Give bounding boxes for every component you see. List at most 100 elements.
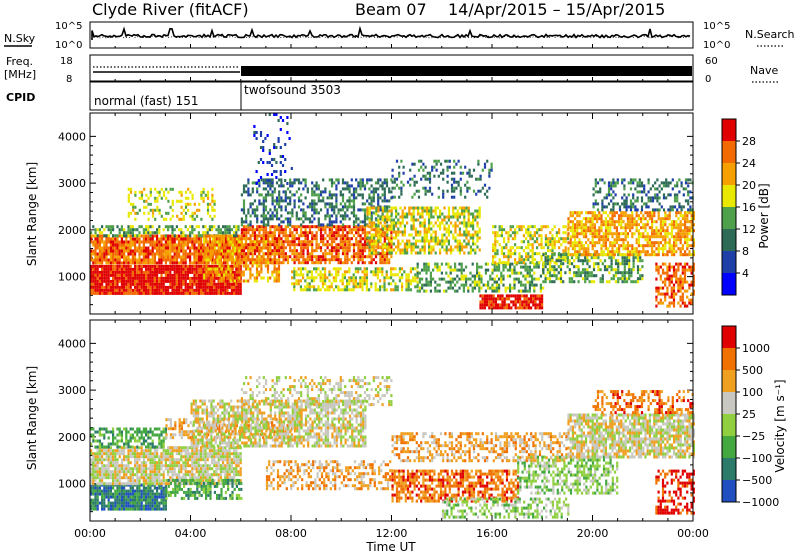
- power-cell: [442, 171, 445, 175]
- power-cell: [149, 273, 152, 277]
- power-cell: [230, 261, 233, 265]
- power-cell: [408, 242, 411, 246]
- power-cell: [501, 294, 504, 298]
- power-cell: [257, 179, 260, 182]
- power-cell: [142, 261, 145, 265]
- power-cell: [400, 189, 403, 193]
- power-cell: [388, 205, 391, 209]
- power-cell: [324, 258, 327, 262]
- power-cell: [504, 265, 507, 269]
- power-cell: [590, 256, 593, 260]
- power-cell: [363, 267, 366, 271]
- power-cell: [352, 211, 356, 215]
- power-cell: [149, 243, 152, 247]
- power-cell: [559, 268, 563, 272]
- power-cell: [269, 249, 272, 253]
- power-cell: [478, 271, 481, 275]
- power-cell: [595, 274, 598, 278]
- power-cell: [101, 267, 104, 271]
- power-cell: [300, 243, 303, 247]
- power-cell: [236, 276, 239, 280]
- power-cell: [375, 209, 378, 213]
- power-cell: [273, 264, 276, 268]
- power-cell: [193, 288, 196, 292]
- power-cell: [103, 267, 106, 271]
- power-cell: [282, 184, 285, 188]
- power-cell: [350, 231, 353, 235]
- power-cell: [180, 288, 183, 292]
- power-cell: [368, 178, 371, 182]
- power-cell: [206, 205, 210, 209]
- power-cell: [341, 205, 345, 209]
- power-cell: [337, 228, 340, 232]
- power-cell: [403, 212, 406, 216]
- power-cell: [147, 225, 150, 229]
- power-cell: [145, 237, 148, 241]
- power-cell: [518, 246, 521, 250]
- power-cell: [266, 279, 270, 283]
- power-cell: [94, 264, 97, 268]
- power-cell: [277, 264, 281, 268]
- power-cell: [120, 273, 123, 277]
- power-cell: [293, 225, 296, 229]
- power-cell: [251, 234, 254, 238]
- power-cell: [92, 285, 95, 289]
- power-cell: [205, 258, 208, 262]
- power-cell: [472, 168, 476, 172]
- power-cell: [481, 306, 484, 310]
- power-cell: [486, 159, 489, 163]
- power-cell: [300, 217, 303, 221]
- power-cell: [297, 225, 301, 229]
- power-cell: [164, 288, 167, 292]
- power-cell: [138, 240, 141, 244]
- power-cell: [175, 285, 178, 289]
- power-band-6: [240, 178, 393, 227]
- power-cell: [518, 255, 521, 259]
- power-cell: [527, 300, 530, 304]
- power-cell: [357, 261, 360, 265]
- power-cell: [264, 243, 268, 247]
- power-cell: [400, 159, 403, 163]
- power-cell: [226, 228, 229, 232]
- power-cell: [437, 186, 440, 190]
- power-cell: [502, 283, 505, 287]
- power-cell: [105, 270, 108, 274]
- power-cell: [363, 237, 367, 241]
- power-cell: [441, 233, 444, 237]
- power-cell: [247, 190, 250, 194]
- power-cell: [424, 189, 427, 193]
- power-cell: [457, 159, 460, 163]
- power-cell: [352, 273, 355, 277]
- power-cell: [120, 228, 123, 232]
- power-cell: [206, 228, 209, 232]
- power-cell: [559, 271, 563, 275]
- power-cell: [498, 283, 501, 287]
- power-cell: [415, 180, 418, 184]
- power-cell: [129, 270, 132, 274]
- power-cell: [103, 255, 106, 259]
- power-cell: [411, 177, 414, 181]
- power-cell: [429, 280, 432, 284]
- power-cell: [503, 240, 506, 244]
- power-cell: [178, 264, 181, 268]
- power-cell: [209, 246, 212, 250]
- power-cell: [240, 255, 243, 259]
- power-cell: [116, 279, 119, 283]
- power-cell: [401, 233, 404, 237]
- power-cell: [293, 270, 296, 274]
- power-cell: [423, 218, 426, 222]
- power-cell: [447, 262, 450, 266]
- power-cell: [553, 243, 556, 247]
- power-cell: [493, 277, 496, 281]
- power-cell: [564, 259, 567, 263]
- power-cell: [425, 289, 428, 293]
- power-cell: [370, 245, 373, 249]
- power-cell: [428, 174, 432, 178]
- power-cell: [217, 276, 220, 280]
- power-cell: [235, 225, 238, 229]
- power-cell: [368, 221, 371, 225]
- power-cell: [282, 228, 285, 232]
- power-cell: [377, 209, 380, 213]
- power-cell: [180, 193, 183, 197]
- power-cell: [103, 258, 106, 262]
